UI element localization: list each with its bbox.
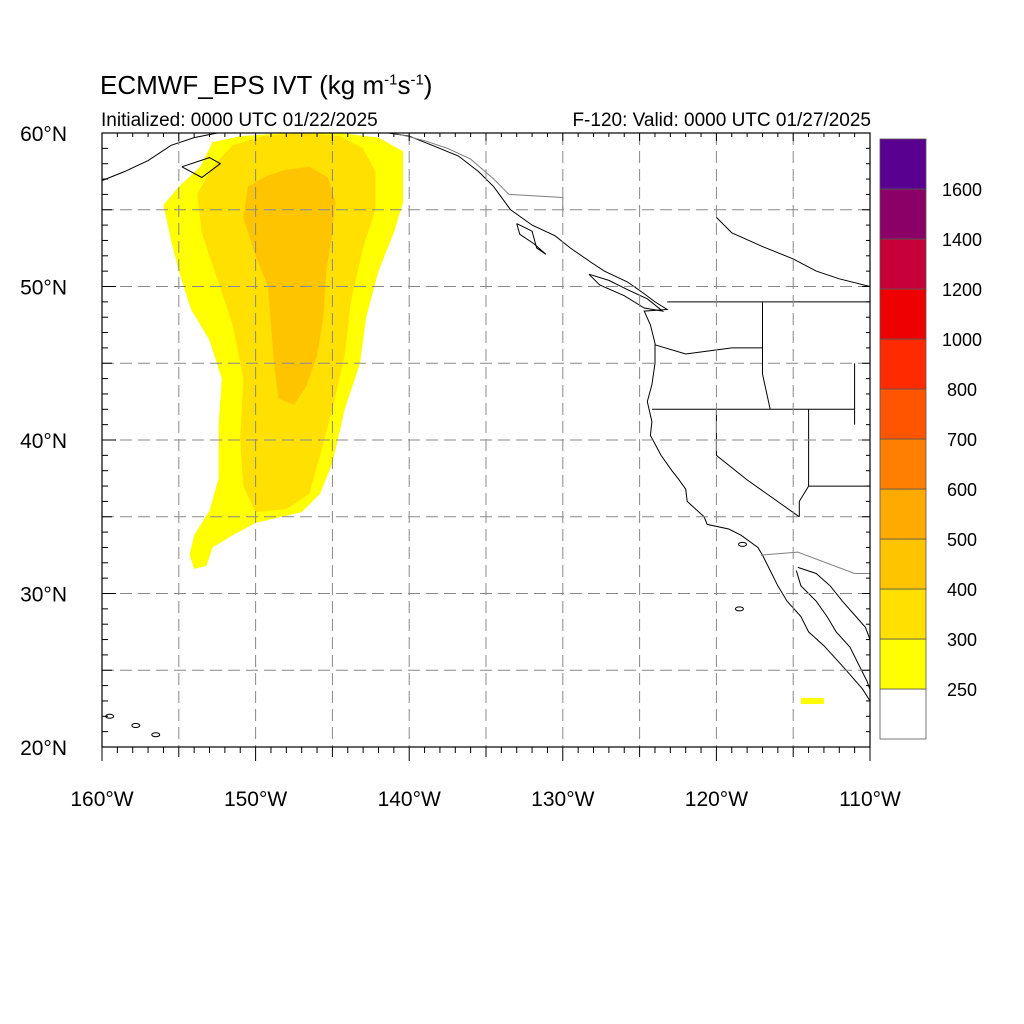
colorbar-swatch (879, 188, 927, 240)
coast-gulf-east (797, 566, 870, 640)
colorbar-label: 800 (947, 380, 977, 400)
coast-gulf-california (795, 570, 870, 691)
border-ca-nv (715, 409, 800, 518)
ivt-contour-400 (243, 166, 336, 405)
y-tick-label: 30°N (20, 584, 67, 607)
colorbar-label: 1200 (942, 280, 982, 300)
colorbar-label: 1400 (942, 230, 982, 250)
border-wa-or (654, 344, 763, 355)
x-tick-label: 130°W (531, 788, 594, 811)
colorbar-label: 300 (947, 630, 977, 650)
axis-ticks (101, 132, 871, 761)
coast-alaska (102, 133, 220, 182)
colorbar-swatch (879, 138, 927, 190)
coastlines (102, 133, 870, 752)
island-1 (151, 732, 161, 738)
x-tick-label: 160°W (70, 788, 133, 811)
coast-kodiak (181, 157, 222, 179)
ivt-patch-baja (800, 697, 824, 705)
colorbar-swatch (879, 688, 927, 740)
y-tick-label: 60°N (20, 123, 67, 146)
colorbar-swatch (879, 488, 927, 540)
colorbar-swatch (879, 288, 927, 340)
island-5 (738, 541, 748, 547)
colorbar-swatch (879, 588, 927, 640)
map-title: ECMWF_EPS IVT (kg m-1s-1) (100, 70, 433, 100)
valid-time-label: F-120: Valid: 0000 UTC 01/27/2025 (572, 110, 871, 131)
colorbar-swatch (879, 338, 927, 390)
colorbar-swatch (879, 638, 927, 690)
colorbar-label: 400 (947, 580, 977, 600)
y-tick-label: 50°N (20, 277, 67, 300)
colorbar-label: 600 (947, 480, 977, 500)
ivt-field (163, 133, 824, 705)
coast-west-america (332, 133, 870, 702)
y-tick-label: 40°N (20, 430, 67, 453)
island-2 (167, 748, 175, 752)
colorbar-label: 1600 (942, 180, 982, 200)
x-tick-label: 140°W (378, 788, 441, 811)
island-4 (734, 606, 744, 612)
x-tick-label: 110°W (839, 788, 901, 811)
colorbar-swatch (879, 238, 927, 290)
axis-labels: 160°W 150°W 140°W 130°W 120°W 110°W 60°N 50°N 40… (20, 123, 901, 811)
x-tick-label: 120°W (685, 788, 748, 811)
initialized-label: Initialized: 0000 UTC 01/22/2025 (101, 110, 378, 131)
border-id (762, 301, 771, 410)
coast-haida-gwaii (516, 223, 547, 255)
y-tick-label: 20°N (20, 737, 67, 760)
colorbar-label: 700 (947, 430, 977, 450)
coast-vancouver-island (588, 273, 665, 312)
colorbar: 250 300 400 500 600 700 800 1000 1200 1400 1600 (879, 138, 982, 740)
border-nv-az (798, 409, 810, 517)
border-bc-yukon (393, 133, 564, 210)
colorbar-swatch (879, 438, 927, 490)
coast-hudson-north (716, 217, 870, 287)
colorbar-label: 250 (947, 680, 977, 700)
lat-lon-grid (102, 133, 870, 747)
colorbar-swatch (879, 538, 927, 590)
border-us-mexico (760, 551, 870, 574)
colorbar-label: 1000 (942, 330, 982, 350)
island-0 (131, 723, 141, 729)
colorbar-label: 500 (947, 530, 977, 550)
x-tick-label: 150°W (224, 788, 287, 811)
colorbar-swatch (879, 388, 927, 440)
